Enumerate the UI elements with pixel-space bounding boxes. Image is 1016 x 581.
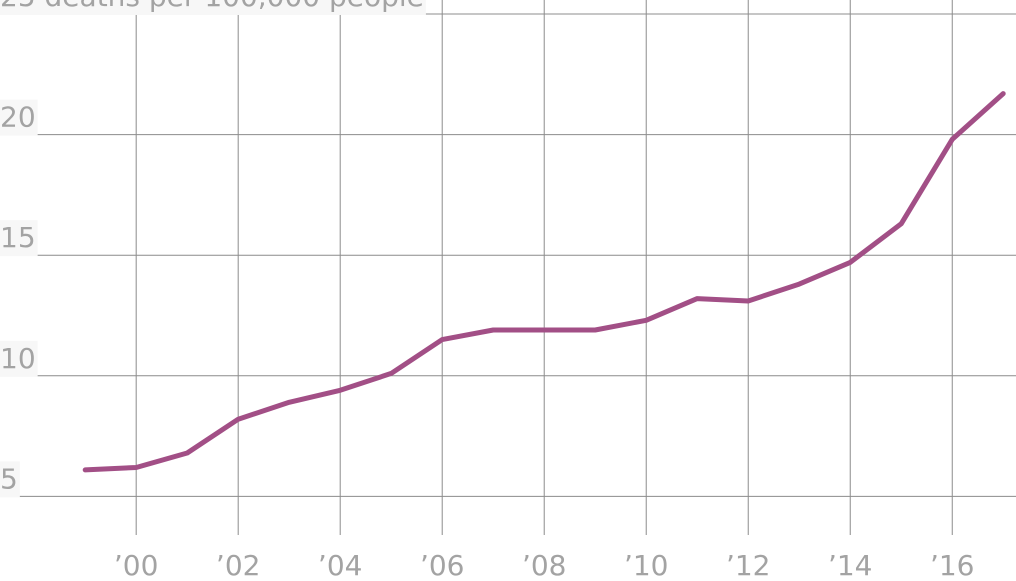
x-tick-label: ’12 xyxy=(726,549,771,581)
y-tick: 5 xyxy=(0,461,20,498)
y-tick: 25 deaths per 100,000 people xyxy=(0,0,426,15)
x-tick-label: ’02 xyxy=(216,549,261,581)
x-tick-label: ’16 xyxy=(930,549,975,581)
x-tick-label: ’04 xyxy=(318,549,363,581)
x-tick-label: ’08 xyxy=(522,549,567,581)
label-bg xyxy=(0,220,38,257)
line-series xyxy=(82,91,1006,473)
x-tick-label: ’14 xyxy=(828,549,873,581)
y-tick: 15 xyxy=(0,220,38,257)
label-bg xyxy=(0,461,20,498)
y-tick-label: 10 xyxy=(0,342,36,375)
label-bg xyxy=(0,340,38,377)
y-tick-label: 5 xyxy=(0,462,18,495)
y-tick: 20 xyxy=(0,99,38,136)
label-bg xyxy=(0,99,38,136)
y-tick-label: 25 deaths per 100,000 people xyxy=(0,0,424,13)
y-tick-label: 15 xyxy=(0,221,36,254)
x-tick-label: ’10 xyxy=(624,549,669,581)
x-tick-label: ’00 xyxy=(114,549,159,581)
y-tick: 10 xyxy=(0,340,38,377)
label-bg xyxy=(0,0,426,15)
y-tick-label: 20 xyxy=(0,101,36,134)
x-tick-label: ’06 xyxy=(420,549,465,581)
